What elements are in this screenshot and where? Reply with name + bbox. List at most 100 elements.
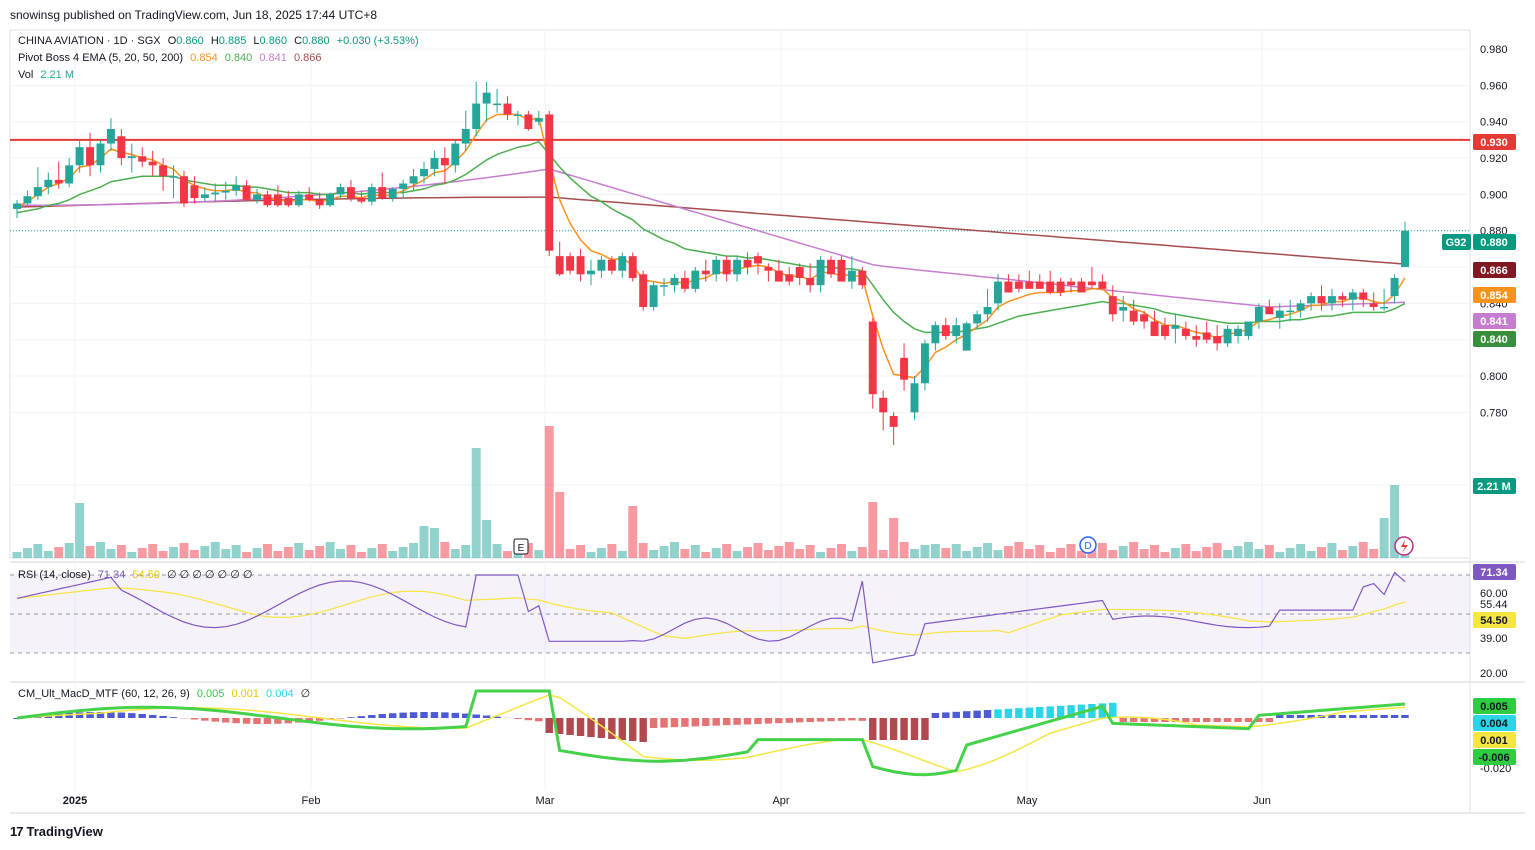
y-tick-label: 0.940	[1480, 117, 1508, 129]
macd-histogram-bar	[190, 718, 199, 720]
candle-body	[1317, 296, 1326, 304]
volume-bar	[419, 526, 429, 558]
macd-legend[interactable]: CM_Ult_MacD_MTF (60, 12, 26, 9) 0.005 0.…	[18, 687, 314, 700]
volume-bar	[461, 545, 471, 558]
macd-histogram-bar	[545, 718, 553, 733]
high-label: H	[210, 35, 219, 47]
candle-body	[920, 343, 929, 384]
candle-body	[858, 270, 867, 286]
last-price-label: 0.880	[1480, 237, 1508, 249]
candle-body	[482, 92, 491, 104]
candle-body	[159, 165, 168, 177]
volume-indicator-name[interactable]: Vol	[18, 69, 34, 81]
last-price-label-tag: G92	[1446, 237, 1467, 249]
candle-body	[242, 185, 251, 200]
macd-histogram-bar	[482, 715, 491, 718]
ema-legend[interactable]: Pivot Boss 4 EMA (5, 20, 50, 200) 0.854 …	[18, 52, 325, 64]
ema-indicator-name[interactable]: Pivot Boss 4 EMA (5, 20, 50, 200)	[18, 52, 184, 64]
volume-legend[interactable]: Vol 2.21 M	[18, 69, 78, 81]
macd-histogram-bar	[472, 714, 480, 718]
symbol-name[interactable]: CHINA AVIATION · 1D · SGX	[18, 35, 161, 47]
volume-bar	[795, 549, 805, 558]
macd-histogram-bar	[211, 718, 220, 722]
macd-histogram-bar	[232, 718, 240, 724]
candle-body	[1244, 321, 1253, 337]
rsi-indicator-name[interactable]: RSI (14, close)	[18, 569, 91, 581]
macd-histogram-bar	[722, 718, 731, 726]
volume-bar	[273, 551, 283, 558]
x-tick-label: 2025	[63, 795, 87, 807]
volume-bar	[1045, 552, 1055, 558]
volume-bar	[1254, 549, 1264, 558]
macd-histogram-bar	[1296, 715, 1305, 718]
macd-histogram-bar	[889, 718, 898, 740]
volume-bar	[930, 544, 940, 558]
tradingview-footer[interactable]: 17 TradingView	[10, 824, 103, 839]
volume-bar	[1056, 548, 1066, 558]
candle-body	[420, 168, 428, 177]
candle-body	[1150, 321, 1159, 337]
candle-body	[879, 397, 888, 413]
volume-bar	[544, 426, 554, 558]
macd-histogram-bar	[430, 712, 439, 718]
dividend-marker-label: D	[1084, 541, 1091, 552]
volume-bar	[1285, 548, 1295, 558]
macd-histogram-bar	[1119, 718, 1127, 722]
macd-histogram-bar	[1213, 718, 1221, 722]
volume-bar	[1327, 543, 1337, 558]
candle-body	[827, 259, 835, 275]
volume-bar	[1379, 518, 1389, 558]
ema5-value: 0.854	[190, 52, 218, 64]
macd-histogram-bar	[670, 718, 679, 728]
volume-bar	[983, 543, 993, 558]
volume-bar	[690, 545, 700, 558]
macd-histogram-bar	[1015, 708, 1023, 718]
macd-tick-label: -0.020	[1480, 763, 1511, 775]
macd-histogram-bar	[597, 718, 606, 738]
macd-indicator-name[interactable]: CM_Ult_MacD_MTF (60, 12, 26, 9)	[18, 688, 190, 700]
volume-bar	[315, 546, 325, 558]
volume-bar	[576, 545, 586, 558]
x-tick-label: Jun	[1253, 795, 1271, 807]
volume-bar	[33, 544, 43, 558]
macd-histogram-bar	[1098, 703, 1107, 718]
macd-value-1: 0.005	[196, 688, 225, 700]
candle-body	[493, 103, 502, 106]
macd-histogram-bar	[1036, 707, 1044, 718]
rsi-line	[16, 571, 1406, 664]
macd-histogram-bar	[576, 718, 585, 736]
ema20-price-label: 0.840	[1480, 334, 1508, 346]
volume-bar	[1014, 542, 1024, 558]
macd-histogram-bar	[1140, 718, 1148, 722]
macd-price-label: 0.004	[1480, 718, 1508, 730]
flash-bolt-icon	[1401, 540, 1408, 553]
close-label: C	[294, 35, 303, 47]
candle-body	[545, 114, 554, 251]
macd-histogram-bar	[1380, 715, 1388, 718]
rsi-price-label: 71.34	[1480, 567, 1508, 579]
rsi-legend[interactable]: RSI (14, close) 71.34 54.50 ∅ ∅ ∅ ∅ ∅ ∅ …	[18, 568, 256, 581]
volume-bar	[482, 520, 492, 558]
candle-body	[461, 129, 470, 144]
volume-bar	[941, 548, 951, 558]
macd-value-2: 0.001	[231, 688, 259, 700]
macd-histogram-bar	[1265, 718, 1274, 722]
symbol-legend[interactable]: CHINA AVIATION · 1D · SGX O0.860 H0.885 …	[18, 35, 423, 47]
resistance-price-label: 0.930	[1480, 137, 1508, 149]
ema5-price-label-bg	[1473, 287, 1516, 303]
macd-histogram-bar	[1286, 715, 1294, 718]
macd-histogram-bar	[1067, 705, 1075, 718]
macd-histogram-bar	[451, 712, 460, 718]
rsi-ma-price-label: 54.50	[1480, 615, 1508, 627]
macd-histogram-bar	[1390, 715, 1399, 718]
volume-bar	[868, 502, 878, 558]
candle-body	[232, 185, 241, 191]
macd-histogram-bar	[441, 712, 449, 718]
last-price-label-bg	[1473, 234, 1516, 250]
candle-body	[524, 114, 533, 129]
macd-histogram-bar	[1182, 718, 1190, 722]
macd-histogram-bar	[795, 718, 804, 723]
candle-body	[1004, 281, 1013, 293]
candle-body	[106, 129, 115, 144]
